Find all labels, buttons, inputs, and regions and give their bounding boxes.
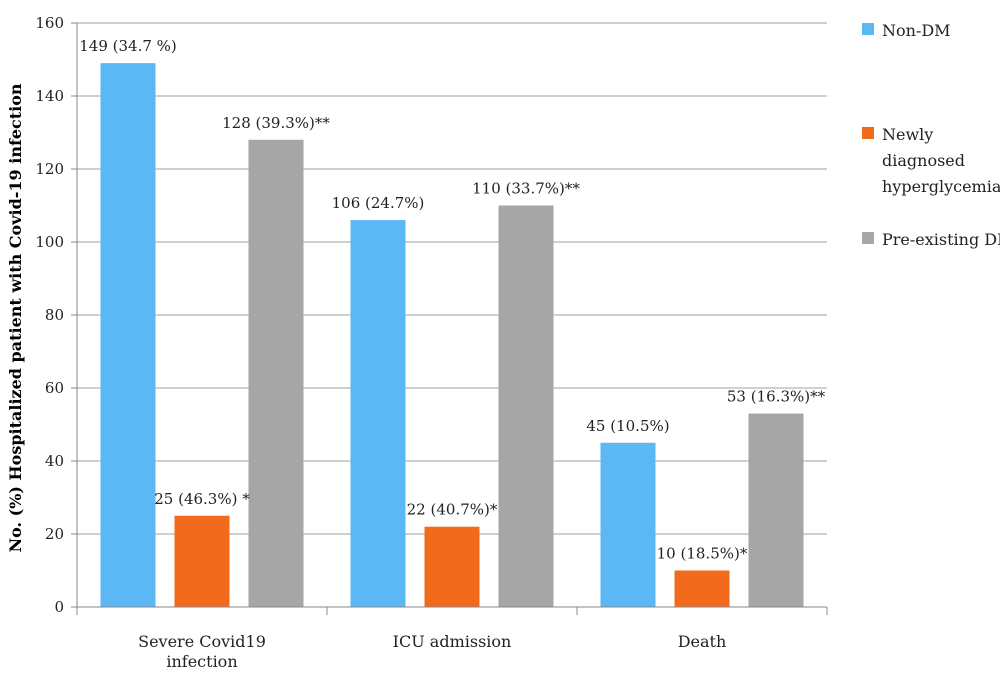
data-label: 10 (18.5%)* <box>657 545 748 563</box>
bar <box>498 205 554 607</box>
data-label: 128 (39.3%)** <box>222 114 330 132</box>
x-category-label: infection <box>166 652 237 671</box>
bar <box>600 442 656 607</box>
y-axis-label: No. (%) Hospitalized patient with Covid-… <box>6 83 25 552</box>
data-label: 149 (34.7 %) <box>79 37 177 55</box>
y-tick-label: 100 <box>35 233 64 251</box>
x-category-label: ICU admission <box>393 632 512 651</box>
data-label: 22 (40.7%)* <box>407 501 498 519</box>
bar <box>174 515 230 607</box>
y-tick-label: 0 <box>54 598 64 616</box>
legend-label: Newly <box>882 125 933 144</box>
y-tick-label: 40 <box>45 452 64 470</box>
legend-label: Pre-existing DM <box>882 230 1000 249</box>
axes: 0 20 40 60 80 100 120 140 160 Severe Covid19infec… <box>35 14 828 671</box>
data-label: 106 (24.7%) <box>332 194 425 212</box>
legend-label: hyperglycemia <box>882 177 1000 196</box>
x-category-label: Death <box>678 632 727 651</box>
bar <box>748 413 804 607</box>
bar <box>674 570 730 607</box>
legend: Non-DM Newly diagnosed hyperglycemia Pre-exi… <box>862 21 1000 249</box>
data-label: 110 (33.7%)** <box>472 180 580 198</box>
bar <box>424 526 480 607</box>
data-label: 25 (46.3%) * <box>154 490 250 508</box>
y-tick-label: 120 <box>35 160 64 178</box>
bar <box>248 139 304 608</box>
x-category-label: Severe Covid19 <box>138 632 266 651</box>
y-tick-label: 160 <box>35 14 64 32</box>
bars <box>100 63 804 608</box>
data-label: 53 (16.3%)** <box>727 388 826 406</box>
data-label: 45 (10.5%) <box>586 417 669 435</box>
bar <box>350 220 406 607</box>
data-labels: 149 (34.7 %) 25 (46.3%) * 128 (39.3%)** 106… <box>79 37 825 562</box>
y-tick-label: 60 <box>45 379 64 397</box>
bar <box>100 63 156 607</box>
legend-swatch <box>862 127 874 139</box>
y-tick-label: 20 <box>45 525 64 543</box>
y-tick-label: 140 <box>35 87 64 105</box>
y-tick-label: 80 <box>45 306 64 324</box>
legend-label: Non-DM <box>882 21 951 40</box>
legend-label: diagnosed <box>882 151 965 170</box>
legend-swatch <box>862 232 874 244</box>
legend-swatch <box>862 23 874 35</box>
